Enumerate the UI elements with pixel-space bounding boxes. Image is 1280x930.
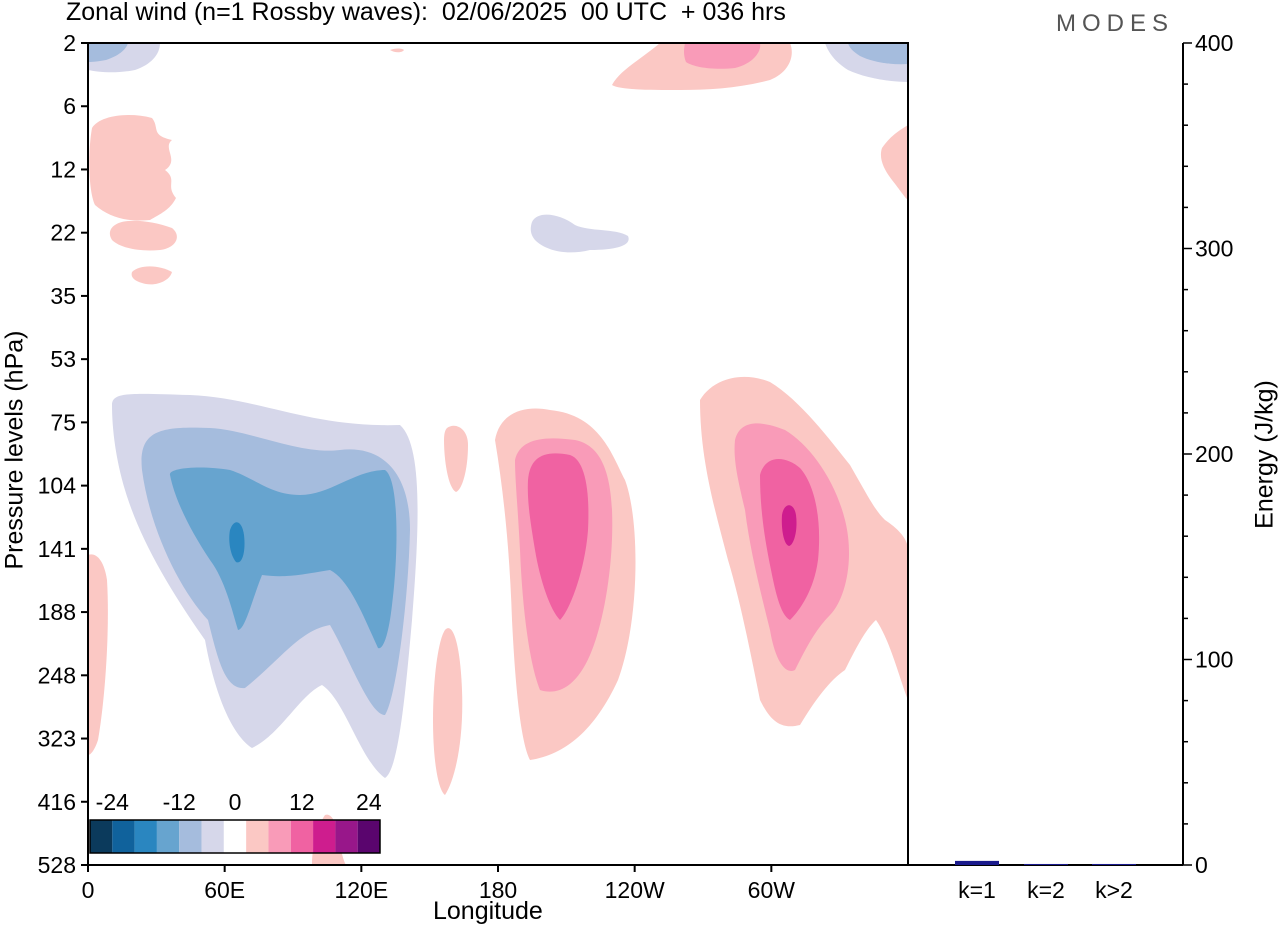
x-tick-label: 60W <box>748 877 796 903</box>
energy-bar-panel: 0 100 200 300 400 k=1 k=2 k>2 <box>908 30 1233 903</box>
energy-category-label: k=2 <box>1027 877 1065 903</box>
pos-wave-a-12-contour <box>527 453 589 620</box>
pos-top-right-edge-contour <box>880 125 908 200</box>
x-tick-label: 180 <box>479 877 517 903</box>
x-tick-label: 120W <box>605 877 665 903</box>
y-tick-label: 248 <box>38 662 76 688</box>
colorbar-swatch <box>223 820 247 853</box>
y-tick-label: 12 <box>50 156 76 182</box>
colorbar-swatch <box>313 820 336 853</box>
colorbar-frame <box>89 819 381 854</box>
colorbar-swatch <box>179 820 202 853</box>
energy-bar <box>955 860 999 865</box>
pos-wave-b-16-contour <box>781 505 797 546</box>
chart-title: Zonal wind (n=1 Rossby waves): 02/06/202… <box>66 0 786 26</box>
brand-logo: MODES <box>1056 10 1175 37</box>
colorbar-swatch <box>290 820 314 853</box>
neg-wave-16-contour <box>169 467 397 649</box>
energy-axis-label: Energy (J/kg) <box>1250 380 1279 529</box>
pos-top-center-8-contour <box>684 43 761 69</box>
y-tick-label: 104 <box>38 473 77 499</box>
energy-tick-label: 0 <box>1195 852 1208 878</box>
colorbar: -24 -12 0 12 24 <box>89 789 382 854</box>
pos-left-edge-contour <box>88 554 108 755</box>
y-tick-label: 22 <box>50 220 76 246</box>
pos-strip-1-contour <box>444 425 468 492</box>
energy-tick-label: 100 <box>1195 647 1233 673</box>
colorbar-swatch <box>335 820 358 853</box>
pos-upper-left-contour <box>89 115 176 221</box>
y-tick-label: 323 <box>38 726 76 752</box>
energy-bar <box>1024 863 1068 865</box>
contour-field <box>88 43 908 865</box>
colorbar-swatch <box>90 820 113 853</box>
energy-tick-label: 300 <box>1195 236 1233 262</box>
pos-strip-2-contour <box>433 628 463 795</box>
colorbar-label: -12 <box>163 789 196 815</box>
neg-wave-20-contour <box>229 522 245 563</box>
colorbar-label: 0 <box>229 789 242 815</box>
colorbar-swatch <box>357 820 380 853</box>
energy-tick-label: 200 <box>1195 441 1233 467</box>
neg-upper-center-contour <box>530 214 629 253</box>
energy-category-label: k>2 <box>1095 877 1133 903</box>
colorbar-swatch <box>112 820 135 853</box>
neg-top-left-12-contour <box>88 43 128 62</box>
energy-tick-label: 400 <box>1195 30 1233 56</box>
neg-top-right-12-contour <box>848 43 908 65</box>
y-tick-label: 35 <box>50 283 76 309</box>
y-tick-label: 6 <box>63 93 76 119</box>
y-tick-label: 141 <box>38 536 76 562</box>
pos-upper-left-2-contour <box>109 220 177 251</box>
y-tick-label: 2 <box>63 30 76 56</box>
energy-category-label: k=1 <box>958 877 996 903</box>
colorbar-swatch <box>201 820 224 853</box>
colorbar-label: 24 <box>356 789 382 815</box>
y-tick-label: 188 <box>38 599 76 625</box>
y-tick-label: 528 <box>38 852 76 878</box>
y-tick-label: 75 <box>50 409 76 435</box>
colorbar-swatch <box>246 820 269 853</box>
colorbar-label: 12 <box>289 789 315 815</box>
x-tick-label: 120E <box>334 877 388 903</box>
colorbar-label: -24 <box>96 789 129 815</box>
y-tick-label: 53 <box>50 346 76 372</box>
energy-bar <box>1092 863 1136 865</box>
y-tick-label: 416 <box>38 789 76 815</box>
x-tick-label: 0 <box>82 877 95 903</box>
y-axis-label: Pressure levels (hPa) <box>0 330 29 570</box>
pos-upper-left-3-contour <box>131 266 172 285</box>
x-axis-label: Longitude <box>433 897 543 925</box>
pos-top-dot-contour <box>390 48 404 53</box>
colorbar-swatch <box>268 820 291 853</box>
colorbar-swatch <box>156 820 180 853</box>
colorbar-swatch <box>134 820 157 853</box>
x-tick-label: 60E <box>204 877 245 903</box>
